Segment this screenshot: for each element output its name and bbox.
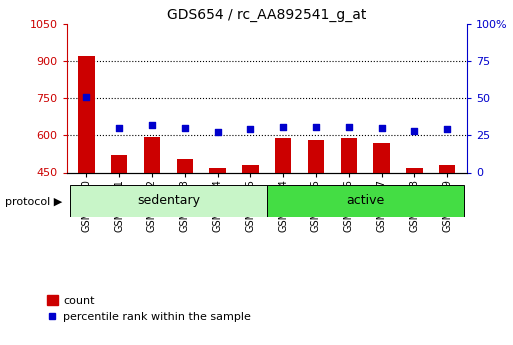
Point bbox=[345, 124, 353, 129]
Point bbox=[378, 125, 386, 131]
Bar bbox=[406, 168, 423, 172]
Bar bbox=[308, 140, 324, 172]
Bar bbox=[267, 185, 464, 217]
Bar bbox=[373, 143, 390, 172]
Bar bbox=[70, 185, 267, 217]
Text: sedentary: sedentary bbox=[137, 195, 200, 207]
Bar bbox=[78, 56, 94, 172]
Bar bbox=[176, 159, 193, 172]
Point bbox=[115, 125, 123, 131]
Bar bbox=[242, 165, 259, 172]
Point bbox=[279, 124, 287, 129]
Legend: count, percentile rank within the sample: count, percentile rank within the sample bbox=[47, 295, 251, 322]
Bar bbox=[341, 138, 357, 172]
Point bbox=[246, 127, 254, 132]
Point bbox=[148, 122, 156, 128]
Point bbox=[213, 130, 222, 135]
Bar bbox=[275, 138, 291, 172]
Bar bbox=[144, 137, 160, 172]
Point bbox=[410, 128, 419, 134]
Bar bbox=[209, 168, 226, 172]
Point bbox=[443, 127, 451, 132]
Bar bbox=[111, 155, 127, 172]
Bar bbox=[439, 165, 456, 172]
Text: active: active bbox=[346, 195, 384, 207]
Point bbox=[82, 94, 90, 100]
Point bbox=[181, 125, 189, 131]
Point bbox=[312, 124, 320, 129]
Title: GDS654 / rc_AA892541_g_at: GDS654 / rc_AA892541_g_at bbox=[167, 8, 366, 22]
Text: protocol ▶: protocol ▶ bbox=[5, 197, 63, 207]
